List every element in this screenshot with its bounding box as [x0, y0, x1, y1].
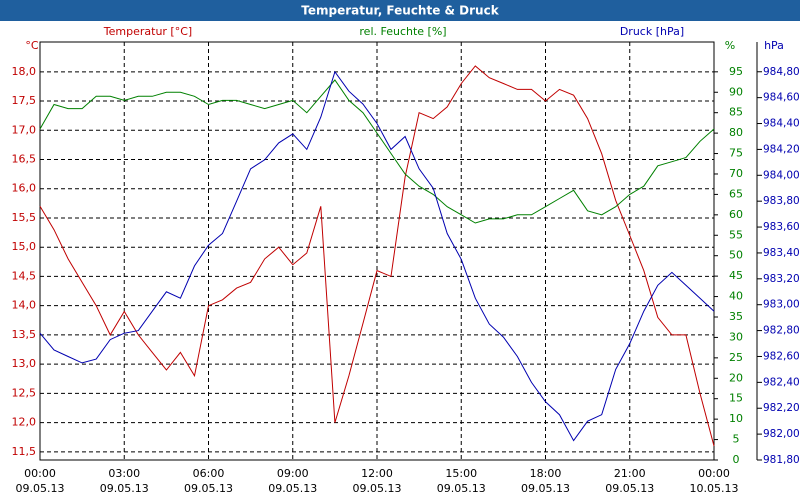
y2-tick-label: 35 [729, 310, 743, 323]
x-tick-date: 10.05.13 [690, 482, 739, 495]
y-tick-label: 13,0 [12, 357, 37, 370]
y3-tick-label: 983,60 [763, 221, 800, 233]
y3-tick-label: 982,20 [763, 402, 800, 414]
y3-tick-label: 983,40 [763, 247, 800, 259]
y-tick-label: 15,0 [12, 240, 37, 253]
y2-tick-label: 30 [729, 330, 743, 343]
y3-tick-label: 982,00 [763, 428, 800, 440]
y3-tick-label: 982,60 [763, 350, 800, 362]
y-tick-label: 14,5 [12, 269, 37, 282]
y2-tick-label: 60 [729, 208, 743, 221]
series-line [39, 79, 715, 224]
y3-tick-label: 983,20 [763, 273, 800, 285]
y-tick-label: 17,5 [12, 94, 37, 107]
x-tick-date: 09.05.13 [437, 482, 486, 495]
y3-axis-label: Druck [hPa] [620, 25, 684, 38]
x-tick-label: 21:00 [614, 467, 646, 480]
y2-tick-label: 65 [729, 187, 743, 200]
x-tick-label: 12:00 [361, 467, 393, 480]
x-tick-label: 09:00 [277, 467, 309, 480]
y2-tick-label: 90 [729, 85, 743, 98]
y3-tick-label: 984,00 [763, 169, 800, 181]
y2-tick-label: 45 [729, 269, 743, 282]
y3-tick-label: 984,40 [763, 118, 800, 130]
chart-title: Temperatur, Feuchte & Druck [301, 4, 499, 18]
plot-frame [39, 41, 715, 461]
y-axis-label: Temperatur [°C] [103, 25, 192, 38]
y2-tick-label: 70 [729, 167, 743, 180]
title-bar [0, 0, 800, 21]
y2-tick-label: 15 [729, 392, 743, 405]
y2-tick-label: 5 [733, 433, 740, 446]
x-tick-date: 09.05.13 [184, 482, 233, 495]
y2-tick-label: 75 [729, 147, 743, 160]
y2-tick-label: 0 [733, 453, 740, 466]
y3-tick-label: 981,80 [763, 454, 800, 466]
x-tick-date: 09.05.13 [353, 482, 402, 495]
y2-tick-label: 55 [729, 228, 743, 241]
y3-tick-label: 983,00 [763, 299, 800, 311]
y3-tick-label: 984,20 [763, 143, 800, 155]
x-tick-label: 15:00 [445, 467, 477, 480]
y-tick-label: 16,0 [12, 182, 37, 195]
x-tick-label: 03:00 [108, 467, 140, 480]
y-tick-label: 16,5 [12, 153, 37, 166]
y2-axis-label: rel. Feuchte [%] [359, 25, 446, 38]
y2-tick-label: 95 [729, 65, 743, 78]
y-unit: °C [25, 39, 39, 52]
x-tick-date: 09.05.13 [16, 482, 65, 495]
y2-tick-label: 25 [729, 351, 743, 364]
y2-unit: % [725, 39, 735, 52]
y2-tick-label: 85 [729, 106, 743, 119]
y2-tick-label: 10 [729, 412, 743, 425]
y-tick-label: 11,5 [12, 445, 37, 458]
y2-tick-label: 80 [729, 126, 743, 139]
series-line [39, 70, 715, 442]
y2-tick-label: 40 [729, 290, 743, 303]
x-tick-date: 09.05.13 [605, 482, 654, 495]
x-tick-label: 00:00 [24, 467, 56, 480]
x-tick-date: 09.05.13 [268, 482, 317, 495]
y3-tick-label: 982,80 [763, 325, 800, 337]
x-tick-label: 18:00 [530, 467, 562, 480]
y3-tick-label: 983,80 [763, 195, 800, 207]
y2-tick-label: 50 [729, 249, 743, 262]
x-tick-date: 09.05.13 [100, 482, 149, 495]
x-tick-label: 06:00 [193, 467, 225, 480]
y2-tick-label: 20 [729, 371, 743, 384]
x-tick-label: 00:00 [698, 467, 730, 480]
y-tick-label: 12,5 [12, 386, 37, 399]
x-tick-date: 09.05.13 [521, 482, 570, 495]
y-tick-label: 17,0 [12, 123, 37, 136]
y-tick-label: 13,5 [12, 328, 37, 341]
y3-unit: hPa [764, 39, 784, 52]
y-tick-label: 12,0 [12, 416, 37, 429]
series-line [39, 65, 715, 447]
y-tick-label: 15,5 [12, 211, 37, 224]
y-tick-label: 18,0 [12, 65, 37, 78]
y-tick-label: 14,0 [12, 299, 37, 312]
y3-tick-label: 984,60 [763, 92, 800, 104]
y3-tick-label: 982,40 [763, 376, 800, 388]
y3-tick-label: 984,80 [763, 66, 800, 78]
